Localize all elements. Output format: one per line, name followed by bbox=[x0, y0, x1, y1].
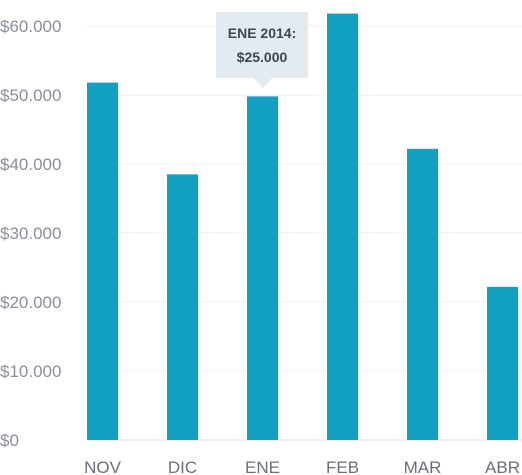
bar-feb[interactable] bbox=[327, 13, 358, 441]
bar-ene[interactable] bbox=[247, 96, 278, 440]
x-tick-label: NOV bbox=[84, 458, 122, 475]
y-tick-label: $10.000 bbox=[0, 362, 61, 381]
bar-dic[interactable] bbox=[167, 174, 198, 440]
y-tick-label: $60.000 bbox=[0, 17, 61, 36]
x-axis: NOV DIC ENE FEB MAR ABR bbox=[84, 458, 520, 475]
tooltip-title: ENE 2014: bbox=[227, 25, 297, 41]
y-axis: $0 $10.000 $20.000 $30.000 $40.000 $50.000 $60… bbox=[0, 17, 61, 450]
y-tick-label: $40.000 bbox=[0, 155, 61, 174]
y-tick-label: $20.000 bbox=[0, 293, 61, 312]
bars bbox=[87, 13, 518, 441]
x-tick-label: ENE bbox=[245, 458, 280, 475]
y-tick-label: $30.000 bbox=[0, 224, 61, 243]
x-tick-label: DIC bbox=[168, 458, 197, 475]
x-tick-label: MAR bbox=[404, 458, 442, 475]
bar-nov[interactable] bbox=[87, 82, 118, 440]
y-tick-label: $50.000 bbox=[0, 86, 61, 105]
grid-lines bbox=[87, 25, 522, 441]
tooltip: ENE 2014: $25.000 bbox=[216, 12, 308, 88]
x-tick-label: ABR bbox=[485, 458, 520, 475]
x-tick-label: FEB bbox=[326, 458, 359, 475]
tooltip-value: $25.000 bbox=[236, 49, 288, 65]
y-tick-label: $0 bbox=[0, 431, 19, 450]
bar-abr[interactable] bbox=[487, 286, 518, 440]
bar-mar[interactable] bbox=[407, 148, 438, 440]
